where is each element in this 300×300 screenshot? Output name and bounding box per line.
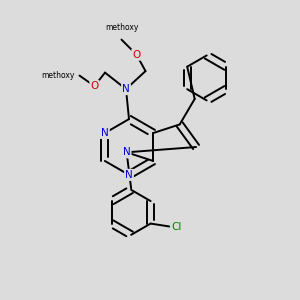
Text: N: N [125, 170, 133, 180]
Text: O: O [132, 50, 141, 60]
Text: O: O [90, 81, 99, 91]
Text: methoxy: methoxy [105, 23, 138, 32]
Text: methoxy: methoxy [42, 71, 75, 80]
Text: N: N [123, 147, 130, 157]
Text: N: N [122, 84, 130, 94]
Text: N: N [101, 128, 109, 138]
Text: Cl: Cl [171, 222, 181, 232]
